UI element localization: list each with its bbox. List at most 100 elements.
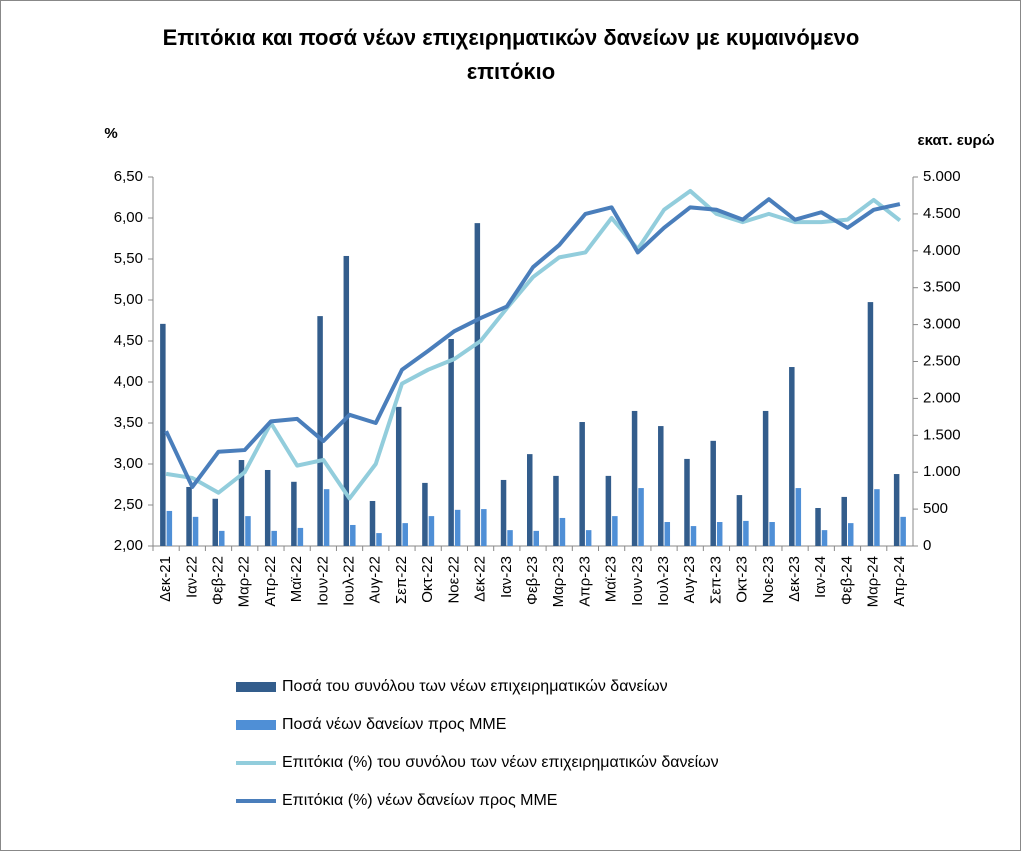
bar bbox=[815, 507, 821, 546]
legend-label: Επιτόκια (%) του συνόλου των νέων επιχει… bbox=[282, 754, 719, 771]
bar bbox=[448, 338, 454, 546]
bar bbox=[323, 489, 330, 546]
bar bbox=[900, 516, 906, 546]
bar bbox=[422, 482, 428, 546]
x-tick-label: Αυγ-22 bbox=[367, 556, 384, 603]
bar bbox=[343, 255, 350, 546]
x-tick-label: Σεπ-22 bbox=[393, 556, 410, 604]
bar bbox=[716, 522, 723, 546]
x-tick-label: Φεβ-23 bbox=[524, 556, 541, 605]
y-tick-label: 6,50 bbox=[114, 168, 143, 185]
x-tick-label: Μαρ-23 bbox=[550, 556, 567, 607]
x-tick-label: Φεβ-22 bbox=[209, 556, 226, 605]
x-tick-label: Οκτ-23 bbox=[734, 556, 751, 603]
y2-tick-label: 500 bbox=[923, 500, 948, 517]
bar bbox=[369, 500, 376, 546]
bar bbox=[533, 530, 539, 546]
bar bbox=[874, 489, 880, 546]
bar bbox=[690, 526, 697, 546]
x-tick-label: Ιουλ-23 bbox=[655, 556, 672, 606]
y-tick-label: 3,50 bbox=[114, 414, 143, 431]
bar bbox=[271, 530, 277, 546]
bar bbox=[762, 410, 769, 546]
legend-label: Ποσά νέων δανείων προς ΜΜΕ bbox=[282, 716, 506, 733]
bar bbox=[166, 510, 173, 546]
bar bbox=[847, 523, 854, 546]
x-tick-label: Μαρ-22 bbox=[236, 556, 253, 607]
bar bbox=[841, 496, 847, 546]
chart-title: Επιτόκια και ποσά νέων επιχειρηματικών δ… bbox=[162, 25, 860, 84]
y2-tick-label: 4.500 bbox=[923, 205, 961, 222]
bar bbox=[658, 426, 664, 546]
bar bbox=[212, 498, 219, 546]
y2-tick-label: 5.000 bbox=[923, 168, 961, 185]
bar bbox=[612, 516, 618, 546]
bar bbox=[769, 522, 775, 546]
bar bbox=[527, 454, 533, 546]
y-tick-label: 3,00 bbox=[114, 455, 143, 472]
x-tick-label: Δεκ-22 bbox=[472, 556, 489, 602]
bar bbox=[743, 520, 749, 546]
bar bbox=[160, 323, 166, 546]
y-tick-label: 2,50 bbox=[114, 496, 143, 513]
legend-swatch bbox=[236, 720, 276, 730]
bar bbox=[795, 488, 802, 546]
legend-swatch bbox=[236, 682, 276, 692]
x-tick-label: Ιαν-22 bbox=[183, 556, 200, 598]
bar bbox=[474, 223, 481, 546]
bar bbox=[238, 460, 245, 546]
bar bbox=[454, 509, 461, 546]
x-tick-label: Δεκ-21 bbox=[157, 556, 174, 602]
x-tick-label: Απρ-24 bbox=[891, 556, 908, 607]
bar bbox=[428, 516, 435, 546]
bar bbox=[553, 475, 559, 546]
x-tick-label: Ιουν-23 bbox=[629, 556, 646, 606]
bar bbox=[867, 302, 874, 546]
bar bbox=[789, 367, 795, 546]
bar bbox=[317, 316, 323, 546]
bar bbox=[186, 486, 192, 546]
x-tick-label: Μαϊ-22 bbox=[288, 556, 305, 602]
bar bbox=[684, 458, 690, 546]
bar bbox=[500, 479, 507, 546]
x-tick-label: Μαϊ-23 bbox=[603, 556, 620, 602]
y-tick-label: 4,50 bbox=[114, 332, 143, 349]
line bbox=[164, 197, 901, 489]
y-tick-label: 2,00 bbox=[114, 537, 143, 554]
y2-tick-label: 2.500 bbox=[923, 352, 961, 369]
bar bbox=[219, 530, 225, 546]
bar bbox=[664, 522, 671, 546]
y-tick-label: 5,50 bbox=[114, 250, 143, 267]
bar bbox=[350, 524, 356, 546]
bar bbox=[264, 469, 271, 546]
bar bbox=[297, 527, 304, 546]
x-tick-label: Ιαν-24 bbox=[812, 556, 829, 598]
x-tick-label: Ιαν-23 bbox=[498, 556, 515, 598]
bar bbox=[402, 523, 408, 546]
bar bbox=[736, 495, 743, 546]
y-tick-label: 5,00 bbox=[114, 291, 143, 308]
x-tick-label: Αυγ-23 bbox=[681, 556, 698, 603]
x-tick-label: Οκτ-22 bbox=[419, 556, 436, 603]
x-tick-label: Ιουλ-22 bbox=[341, 556, 358, 606]
bar bbox=[605, 475, 612, 546]
bar bbox=[579, 422, 585, 546]
y-tick-label: 6,00 bbox=[114, 209, 143, 226]
x-tick-label: Μαρ-24 bbox=[865, 556, 882, 607]
bar bbox=[821, 530, 828, 546]
legend-label: Ποσά του συνόλου των νέων επιχειρηματικώ… bbox=[282, 678, 668, 695]
bar bbox=[585, 530, 592, 546]
y-axis-label: % bbox=[104, 125, 117, 142]
bar bbox=[710, 440, 716, 546]
x-tick-label: Απρ-22 bbox=[262, 556, 279, 607]
y2-tick-label: 2.000 bbox=[923, 389, 961, 406]
y-tick-label: 4,00 bbox=[114, 373, 143, 390]
bar bbox=[638, 488, 644, 546]
y2-tick-label: 0 bbox=[923, 537, 931, 554]
bar bbox=[192, 516, 199, 546]
bar bbox=[507, 530, 513, 546]
y2-tick-label: 3.000 bbox=[923, 316, 961, 333]
bar bbox=[291, 481, 297, 546]
